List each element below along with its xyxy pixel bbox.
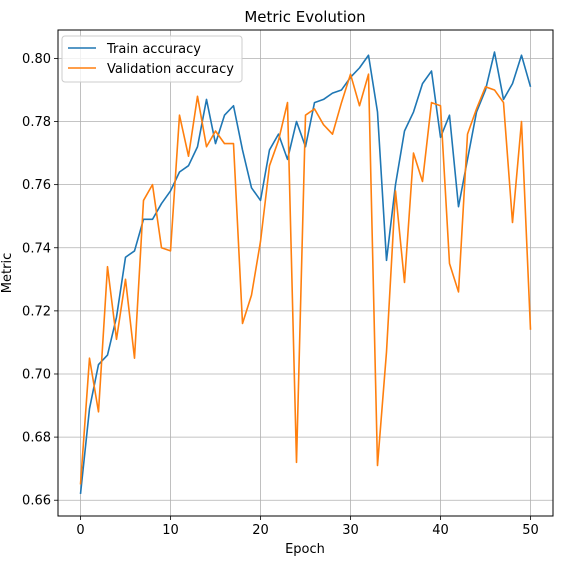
chart-title: Metric Evolution [244, 8, 365, 26]
series-line-train [79, 51, 532, 494]
plot-frame [57, 29, 554, 517]
legend-box [61, 35, 243, 83]
x-tick-label: 50 [522, 523, 539, 538]
y-tick-label: 0.74 [22, 241, 51, 256]
x-tick-label: 20 [252, 523, 269, 538]
x-tick-label: 30 [342, 523, 359, 538]
legend-label-validation: Validation accuracy [107, 62, 234, 77]
ticks: 0 10 20 30 40 50 0.66 0.68 0.70 0.72 0.74 0.76 0.78 0… [22, 52, 539, 538]
legend: Train accuracy Validation accuracy [61, 35, 243, 83]
y-tick-label: 0.66 [22, 494, 51, 509]
y-tick-label: 0.72 [22, 304, 51, 319]
x-tick-label: 10 [162, 523, 179, 538]
y-tick-label: 0.76 [22, 178, 51, 193]
y-axis-label: Metric [0, 253, 15, 293]
x-tick-label: 40 [432, 523, 449, 538]
y-tick-label: 0.68 [22, 431, 51, 446]
y-tick-label: 0.70 [22, 367, 51, 382]
series-line-validation [79, 73, 532, 485]
x-tick-label: 0 [76, 523, 84, 538]
legend-label-train: Train accuracy [106, 42, 201, 57]
series-layer [79, 51, 532, 494]
y-tick-label: 0.78 [22, 115, 51, 130]
y-tick-label: 0.80 [22, 52, 51, 67]
x-axis-label: Epoch [285, 542, 325, 557]
